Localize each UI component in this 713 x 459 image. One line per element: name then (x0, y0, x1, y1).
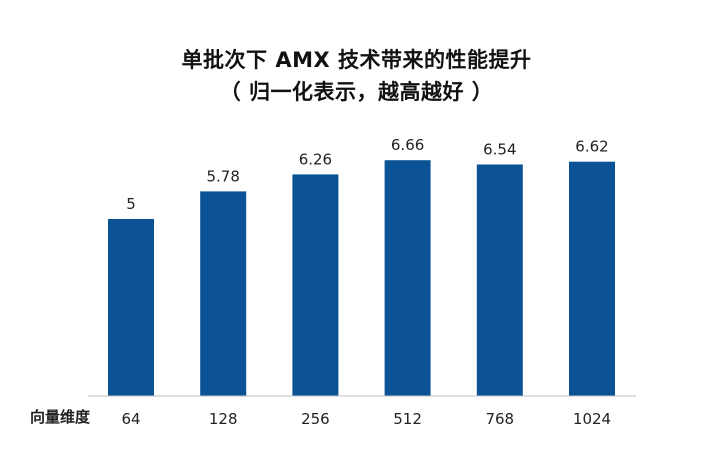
bar-256 (292, 174, 339, 396)
category-label-256: 256 (301, 410, 330, 428)
value-label-768: 6.54 (483, 141, 516, 159)
category-label-768: 768 (485, 410, 514, 428)
category-label-64: 64 (121, 410, 140, 428)
category-label-1024: 1024 (573, 410, 611, 428)
bar-128 (200, 191, 247, 396)
bar-768 (476, 164, 523, 396)
value-label-512: 6.66 (391, 136, 424, 154)
value-label-64: 5 (126, 195, 136, 213)
chart-subtitle: （ 归一化表示，越高越好 ） (219, 80, 494, 104)
bars-layer (108, 160, 615, 396)
category-label-512: 512 (393, 410, 422, 428)
bar-1024 (569, 161, 615, 396)
category-label-128: 128 (209, 410, 238, 428)
x-axis-title: 向量维度 (30, 408, 91, 426)
labels-layer: 5 64 5.78 128 6.26 256 6.66 512 6.54 768 6.62 1024 (121, 136, 611, 428)
value-label-1024: 6.62 (575, 138, 608, 156)
value-label-128: 5.78 (206, 167, 239, 185)
bar-512 (384, 160, 431, 396)
value-label-256: 6.26 (299, 150, 332, 168)
chart-title: 单批次下 AMX 技术带来的性能提升 (181, 48, 532, 72)
bar-64 (108, 219, 154, 396)
